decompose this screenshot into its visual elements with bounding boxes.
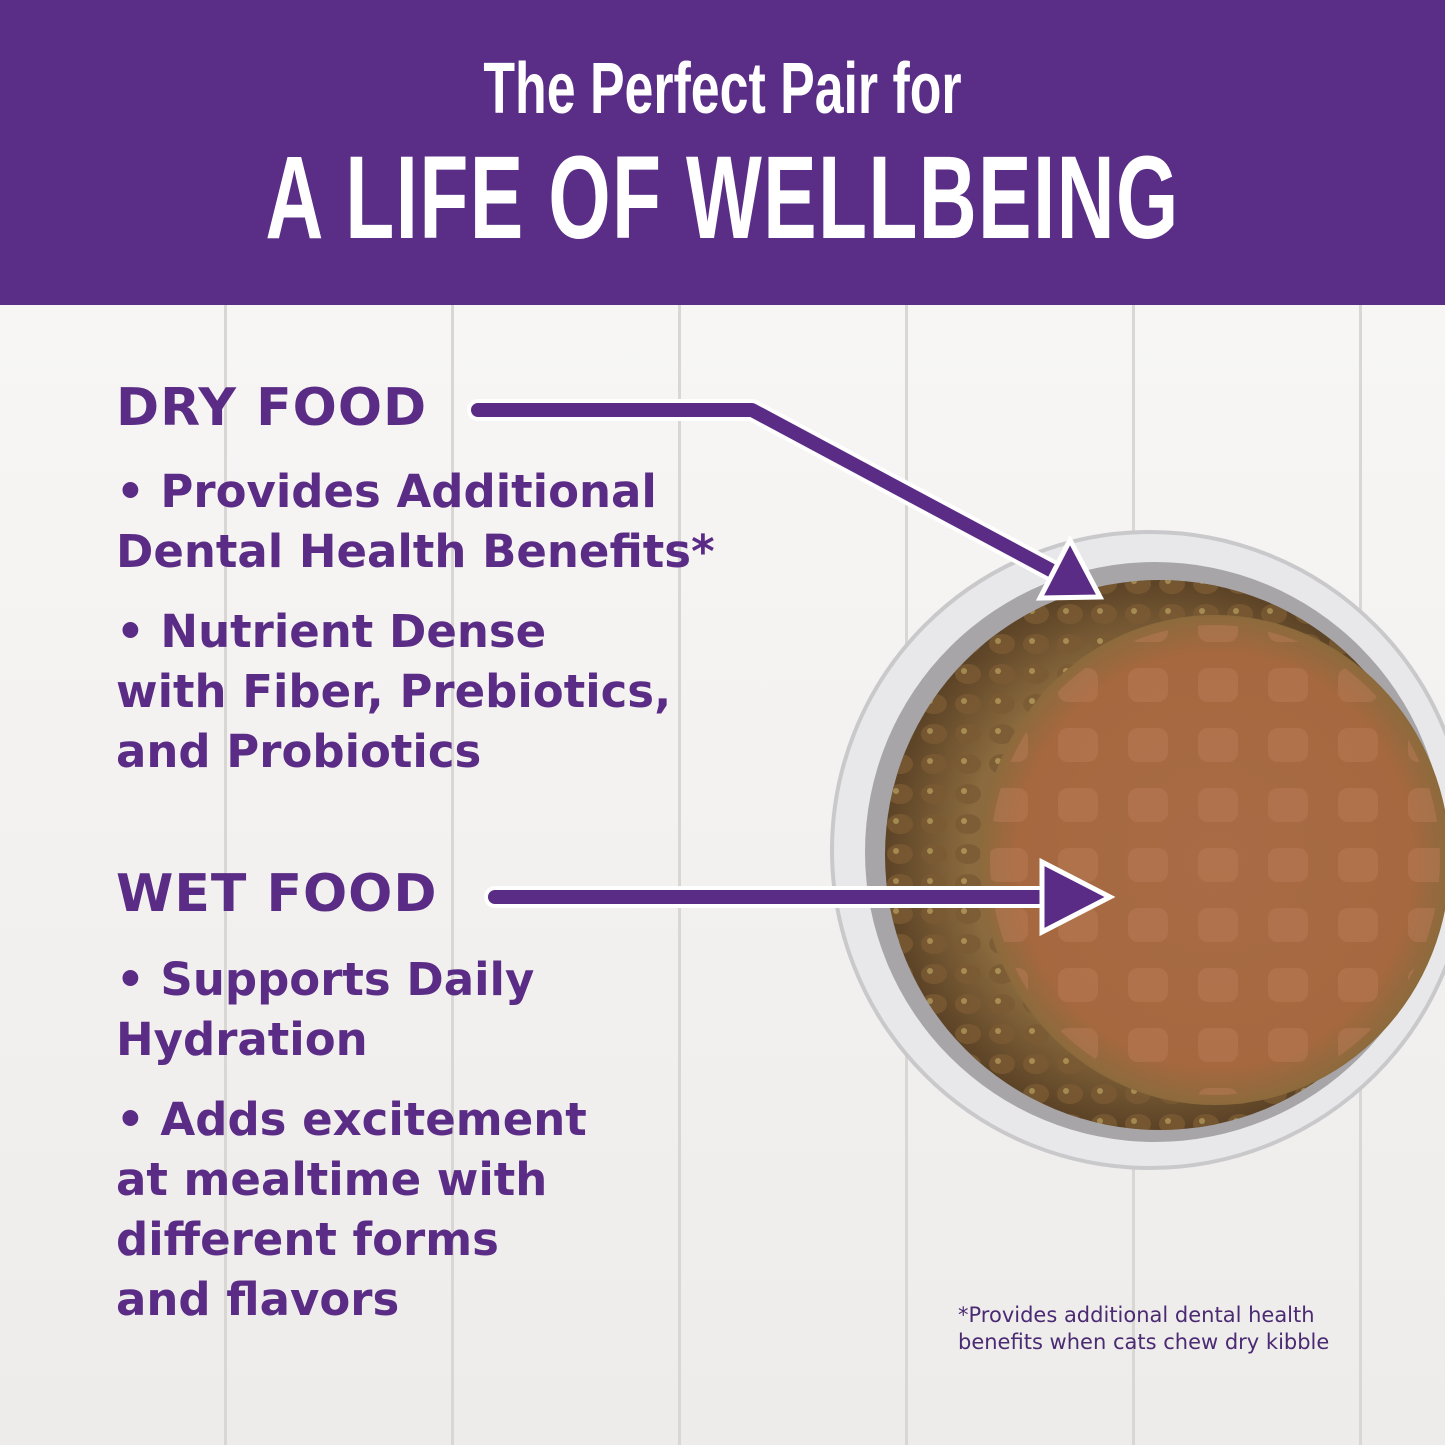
dry-food-bullet: • Nutrient Dense with Fiber, Prebiotics,… (116, 602, 671, 782)
bullet-line: and Probiotics (116, 725, 482, 778)
header-title: A LIFE OF WELLBEING (265, 132, 1180, 264)
footnote-line: benefits when cats chew dry kibble (958, 1330, 1330, 1354)
bullet-line: Hydration (116, 1013, 368, 1066)
bullet-line: Dental Health Benefits* (116, 525, 715, 578)
header-banner: The Perfect Pair for A LIFE OF WELLBEING (0, 0, 1445, 305)
dry-food-bullet: • Provides Additional Dental Health Bene… (116, 462, 715, 582)
bullet-line: • Nutrient Dense (116, 605, 547, 658)
bullet-line: • Provides Additional (116, 465, 657, 518)
header-subtitle: The Perfect Pair for (483, 49, 962, 129)
wet-food-heading: WET FOOD (116, 864, 438, 924)
dry-food-arrow (467, 399, 1105, 601)
bullet-line: and flavors (116, 1273, 400, 1326)
wet-food-bullet: • Adds excitement at mealtime with diffe… (116, 1090, 587, 1330)
wet-food-arrow (484, 857, 1116, 937)
bullet-line: • Supports Daily (116, 953, 535, 1006)
footnote: *Provides additional dental health benef… (958, 1302, 1329, 1356)
dry-food-heading: DRY FOOD (116, 378, 428, 438)
bullet-line: • Adds excitement (116, 1093, 587, 1146)
bullet-line: with Fiber, Prebiotics, (116, 665, 672, 718)
bullet-line: different forms (116, 1213, 499, 1266)
wet-food-bullet: • Supports Daily Hydration (116, 950, 534, 1070)
footnote-line: *Provides additional dental health (958, 1303, 1315, 1327)
bullet-line: at mealtime with (116, 1153, 548, 1206)
